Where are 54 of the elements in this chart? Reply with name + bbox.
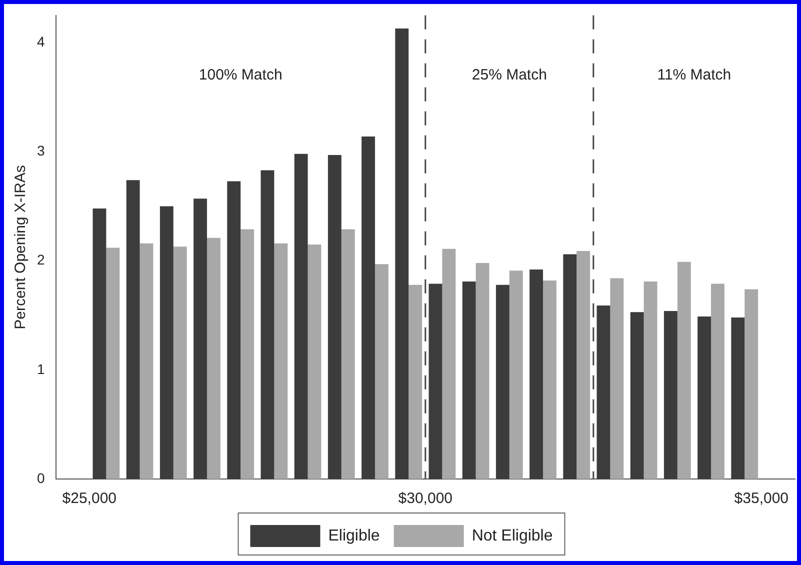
bar (476, 263, 490, 479)
bar (126, 180, 140, 479)
bar (395, 28, 409, 479)
bar (362, 136, 375, 479)
bar (677, 262, 691, 479)
bar (173, 246, 187, 479)
bar (496, 284, 510, 479)
bar (563, 254, 577, 479)
annotation: 100% Match (198, 66, 282, 84)
bar (194, 198, 207, 479)
annotation: 25% Match (472, 66, 547, 84)
bar (698, 316, 711, 479)
bar (644, 282, 658, 479)
bar (744, 289, 758, 479)
bar (509, 270, 523, 479)
bar (260, 170, 274, 479)
legend-label: Not Eligible (472, 527, 553, 544)
bar (227, 181, 241, 479)
legend-label: Eligible (328, 527, 380, 544)
annotation: 11% Match (657, 66, 732, 84)
y-tick-label: 4 (36, 34, 45, 50)
bar (462, 282, 476, 479)
y-axis-title: Percent Opening X-IRAs (12, 165, 30, 330)
bar (374, 264, 388, 479)
bar (530, 270, 543, 479)
bar (328, 155, 342, 479)
y-tick-label: 1 (36, 360, 45, 377)
bar (294, 154, 308, 479)
bar (630, 312, 644, 479)
bar (341, 229, 355, 479)
bar (308, 244, 322, 479)
bar (140, 243, 154, 479)
bar (610, 278, 624, 479)
bar (596, 306, 610, 479)
bar (428, 284, 442, 479)
bar (408, 284, 422, 479)
x-tick-label: $30,000 (398, 490, 453, 508)
bar (206, 238, 220, 479)
bar (542, 280, 556, 479)
bar (240, 229, 254, 479)
bar (274, 243, 288, 479)
y-tick-label: 3 (36, 142, 45, 159)
bar (711, 284, 724, 479)
bar (731, 318, 745, 479)
bar (664, 311, 678, 479)
x-tick-label: $25,000 (62, 490, 117, 508)
bar (106, 248, 120, 479)
y-tick-label: 2 (36, 252, 45, 268)
bar (92, 208, 106, 479)
bar (442, 248, 456, 479)
bar (576, 251, 590, 479)
y-tick-label: 0 (36, 470, 45, 486)
x-tick-label: $35,000 (734, 490, 789, 508)
bar (160, 206, 174, 479)
